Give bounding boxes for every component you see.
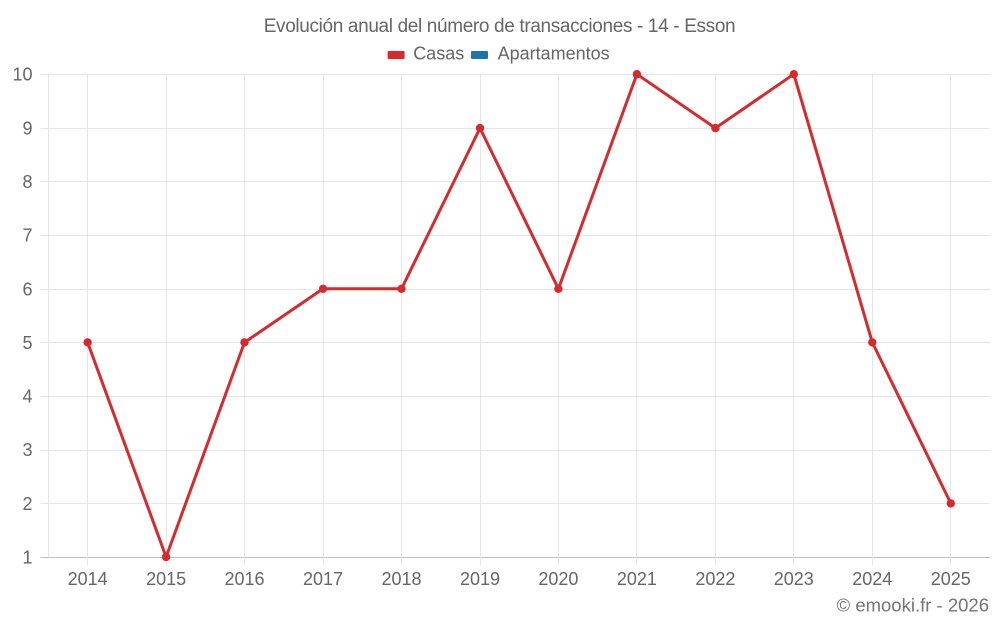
svg-text:2024: 2024 xyxy=(852,569,892,589)
svg-text:2019: 2019 xyxy=(460,569,500,589)
svg-text:7: 7 xyxy=(22,226,32,246)
svg-text:2020: 2020 xyxy=(538,569,578,589)
svg-text:2018: 2018 xyxy=(381,569,421,589)
svg-text:2: 2 xyxy=(22,494,32,514)
svg-text:10: 10 xyxy=(12,65,32,85)
svg-text:2016: 2016 xyxy=(224,569,264,589)
svg-text:8: 8 xyxy=(22,172,32,192)
svg-text:2025: 2025 xyxy=(931,569,971,589)
svg-text:4: 4 xyxy=(22,387,32,407)
svg-text:2017: 2017 xyxy=(303,569,343,589)
svg-text:2021: 2021 xyxy=(617,569,657,589)
svg-text:Casas: Casas xyxy=(413,43,464,63)
svg-text:Evolución anual del número de: Evolución anual del número de transaccio… xyxy=(264,16,736,37)
svg-text:2023: 2023 xyxy=(774,569,814,589)
svg-text:© emooki.fr - 2026: © emooki.fr - 2026 xyxy=(837,594,989,615)
svg-text:Apartamentos: Apartamentos xyxy=(498,43,610,63)
svg-text:1: 1 xyxy=(22,548,32,568)
svg-text:3: 3 xyxy=(22,440,32,460)
svg-text:5: 5 xyxy=(22,333,32,353)
svg-text:2015: 2015 xyxy=(146,569,186,589)
svg-text:2022: 2022 xyxy=(695,569,735,589)
svg-text:6: 6 xyxy=(22,279,32,299)
svg-text:2014: 2014 xyxy=(68,569,108,589)
svg-text:9: 9 xyxy=(22,118,32,138)
